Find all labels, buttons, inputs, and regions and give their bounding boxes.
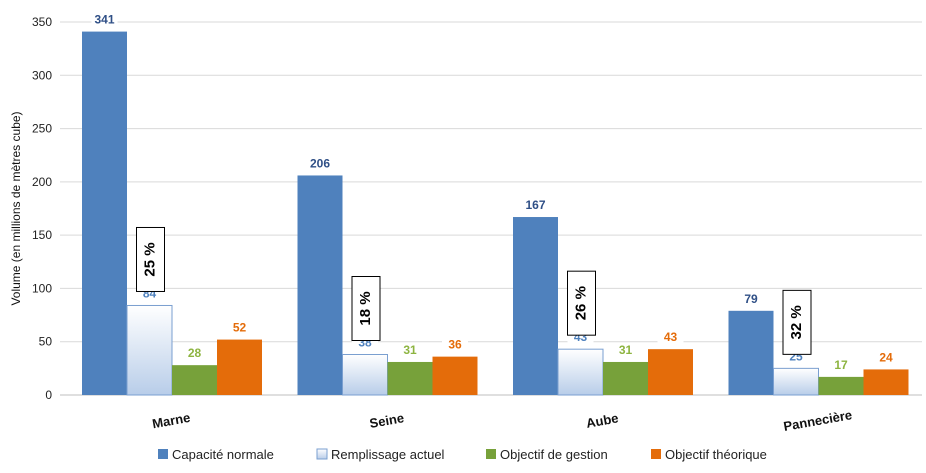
- x-category-label: Seine: [368, 410, 405, 431]
- data-label: 31: [619, 343, 633, 357]
- y-tick-label: 250: [32, 122, 52, 136]
- gridlines: [60, 21, 922, 396]
- x-category-label: Pannecière: [782, 407, 853, 434]
- data-label: 52: [233, 321, 247, 335]
- data-label: 17: [834, 358, 848, 372]
- legend-label: Remplissage actuel: [331, 447, 445, 462]
- legend-label: Capacité normale: [172, 447, 274, 462]
- percentage-label: 18 %: [357, 291, 374, 325]
- data-label-bg: [612, 342, 639, 357]
- data-label: 79: [744, 292, 758, 306]
- data-label: 167: [525, 198, 545, 212]
- y-tick-label: 50: [39, 335, 53, 349]
- data-label-bg: [522, 198, 549, 213]
- legend-swatch: [158, 449, 168, 459]
- legend-label: Objectif de gestion: [500, 447, 608, 462]
- percentage-label: 26 %: [572, 286, 589, 320]
- y-tick-label: 100: [32, 281, 52, 295]
- data-label-bg: [828, 357, 854, 372]
- bar-remplissage-actuel: [126, 304, 173, 396]
- percentage-box: [351, 276, 381, 342]
- y-tick-label: 300: [32, 68, 52, 82]
- data-label: 43: [664, 330, 678, 344]
- legend-swatch: [316, 448, 328, 460]
- x-axis: Marne Seine Aube Pannecière: [151, 407, 853, 434]
- percentage-box: [136, 226, 165, 292]
- percentage-label: 32 %: [788, 305, 805, 339]
- bar-remplissage-actuel: [773, 367, 819, 396]
- data-label: 24: [879, 350, 893, 364]
- legend: Capacité normale Remplissage actuel Object…: [158, 447, 767, 462]
- data-label-bg: [657, 330, 684, 345]
- data-label-bg: [181, 346, 208, 361]
- y-tick-label: 350: [32, 15, 52, 29]
- bar-remplissage-actuel: [557, 348, 604, 396]
- bar-capacit-normale: [513, 217, 558, 395]
- legend-swatch: [651, 449, 661, 459]
- data-label-bg: [738, 291, 764, 306]
- data-label: 36: [448, 338, 462, 352]
- bar-objectif-th-orique: [648, 349, 693, 395]
- bar-objectif-th-orique: [217, 339, 262, 395]
- bar-objectif-de-gestion: [818, 376, 864, 395]
- bar-objectif-de-gestion: [603, 361, 648, 395]
- percentage-annotations: 25 % 18 % 26 % 32 %: [136, 226, 812, 355]
- y-tick-label: 150: [32, 228, 52, 242]
- legend-swatch: [486, 449, 496, 459]
- y-axis-label: Volume (en millions de mètres cube): [9, 111, 23, 305]
- bar-objectif-de-gestion: [387, 361, 433, 395]
- data-label: 28: [188, 346, 202, 360]
- y-tick-label: 200: [32, 175, 52, 189]
- data-label-bg: [91, 12, 118, 27]
- data-label: 31: [403, 343, 417, 357]
- bar-capacit-normale: [297, 175, 343, 395]
- data-label: 341: [94, 13, 114, 27]
- data-label-bg: [442, 337, 468, 352]
- data-label-bg: [226, 320, 253, 335]
- data-label: 206: [310, 156, 330, 170]
- data-label-bg: [307, 156, 333, 171]
- x-category-label: Aube: [585, 410, 620, 430]
- y-tick-label: 0: [45, 388, 52, 402]
- percentage-box: [567, 270, 596, 336]
- x-category-label: Marne: [151, 410, 191, 431]
- bar-capacit-normale: [728, 310, 774, 395]
- bar-objectif-th-orique: [863, 369, 909, 395]
- legend-label: Objectif théorique: [665, 447, 767, 462]
- bar-objectif-th-orique: [432, 356, 478, 395]
- percentage-box: [782, 289, 812, 355]
- bar-objectif-de-gestion: [172, 365, 217, 395]
- bar-remplissage-actuel: [342, 354, 388, 396]
- data-label-bg: [397, 342, 423, 357]
- data-label-bg: [873, 350, 899, 365]
- percentage-label: 25 %: [141, 242, 158, 276]
- bar-capacit-normale: [82, 31, 127, 395]
